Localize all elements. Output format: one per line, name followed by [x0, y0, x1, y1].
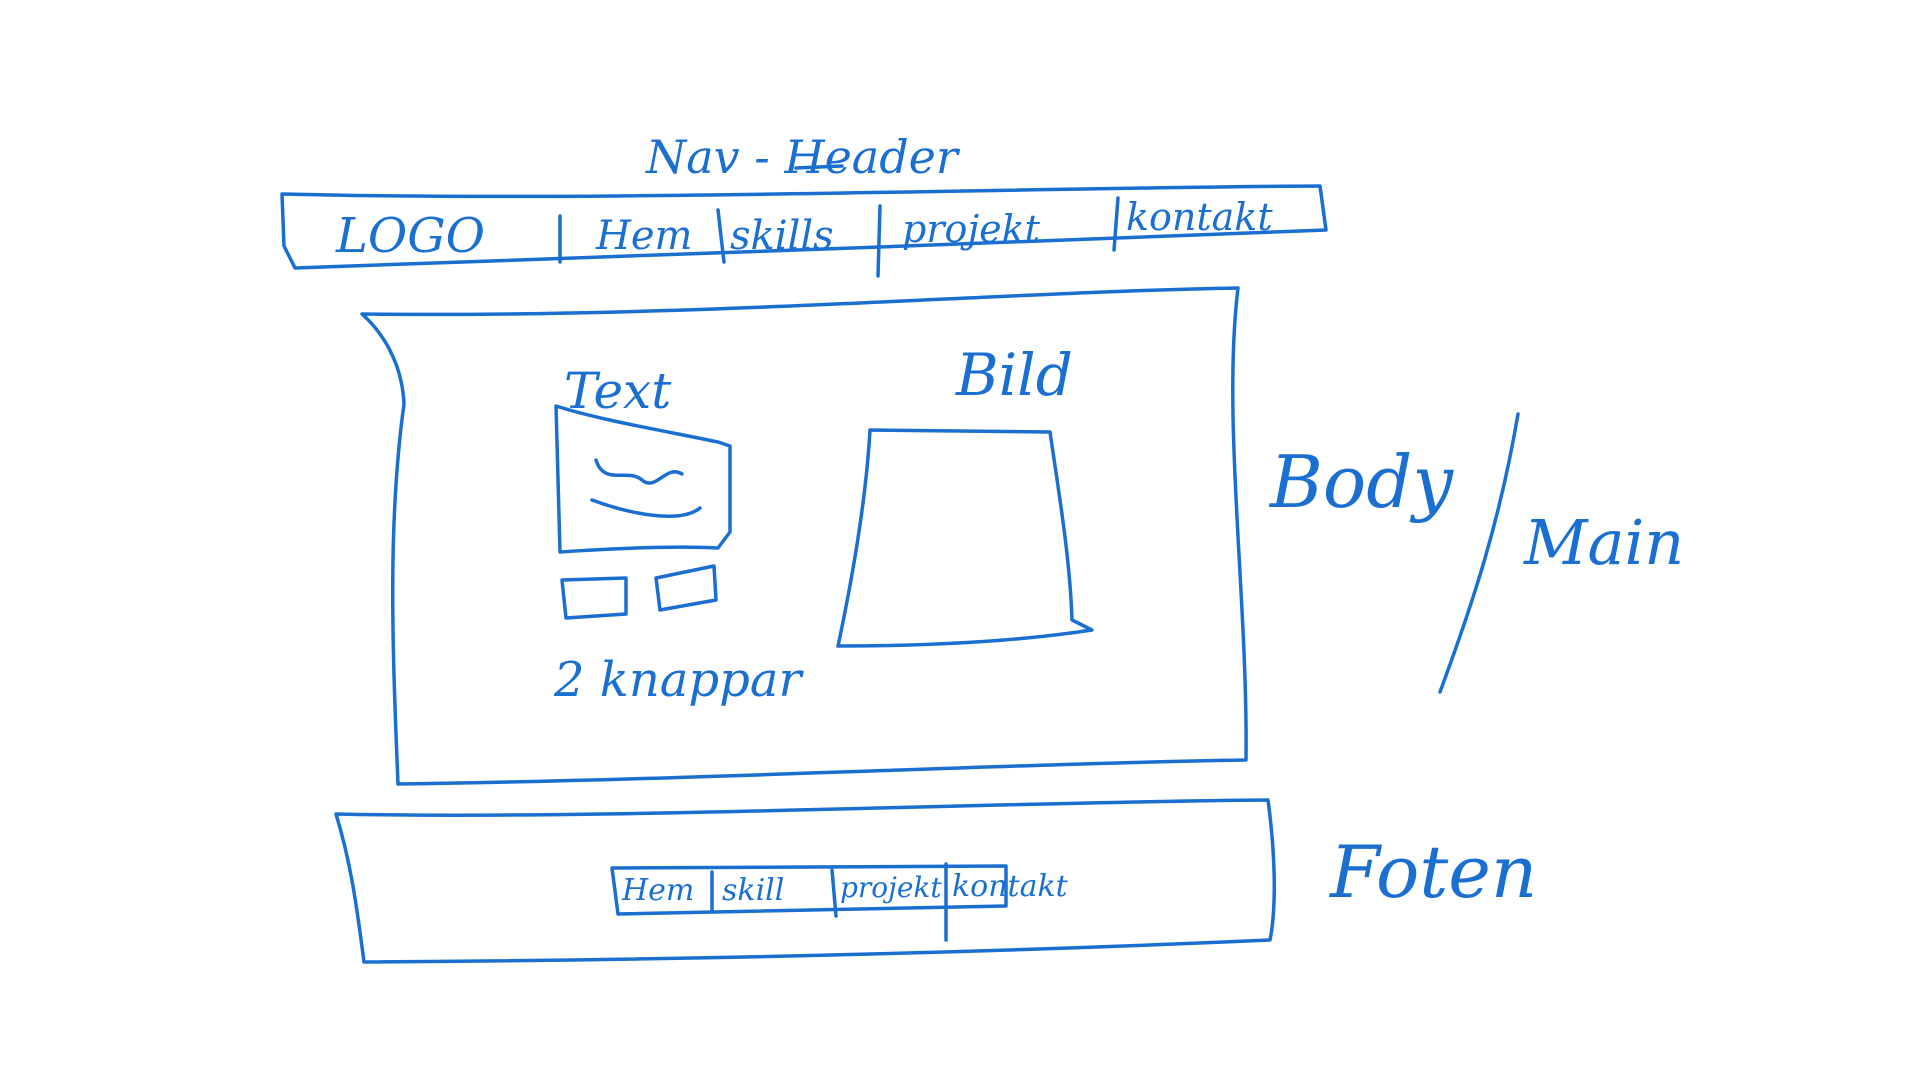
sketch-button-1 [560, 576, 628, 620]
footer-nav-item-projekt: projekt [840, 871, 942, 904]
body-side-label: Body [1270, 440, 1454, 524]
text-squiggle-line [594, 458, 684, 485]
nav-item-hem: Hem [596, 213, 693, 259]
logo-label: LOGO [336, 208, 485, 264]
footer-nav-separator [830, 868, 838, 918]
footer-nav-item-kontakt: kontakt [952, 869, 1068, 904]
footer-nav-item-hem: Hem [622, 873, 695, 908]
image-placeholder-outline [836, 428, 1094, 648]
text-box-outline [554, 404, 732, 554]
footer-frame-outline [334, 798, 1276, 964]
footer-nav-item-skill: skill [722, 873, 785, 908]
header-title: Nav - Header [646, 130, 958, 184]
buttons-label: 2 knappar [554, 652, 802, 708]
text-squiggle-line [590, 498, 702, 518]
footer-side-label: Foten [1330, 830, 1538, 914]
title-dash [794, 164, 844, 170]
sketch-button-2 [654, 564, 718, 612]
nav-item-kontakt: kontakt [1126, 195, 1273, 239]
nav-separator [716, 208, 726, 264]
main-side-label: Main [1524, 506, 1685, 579]
nav-separator [1112, 196, 1120, 252]
main-frame-outline [360, 286, 1248, 786]
nav-item-projekt: projekt [902, 207, 1040, 251]
text-label: Text [564, 362, 672, 420]
header-bar-outline [280, 184, 1328, 270]
footer-nav-box [610, 864, 1008, 916]
nav-item-skills: skills [730, 213, 834, 259]
image-label: Bild [956, 341, 1073, 409]
nav-separator [876, 204, 882, 278]
body-main-divider [1438, 412, 1520, 694]
